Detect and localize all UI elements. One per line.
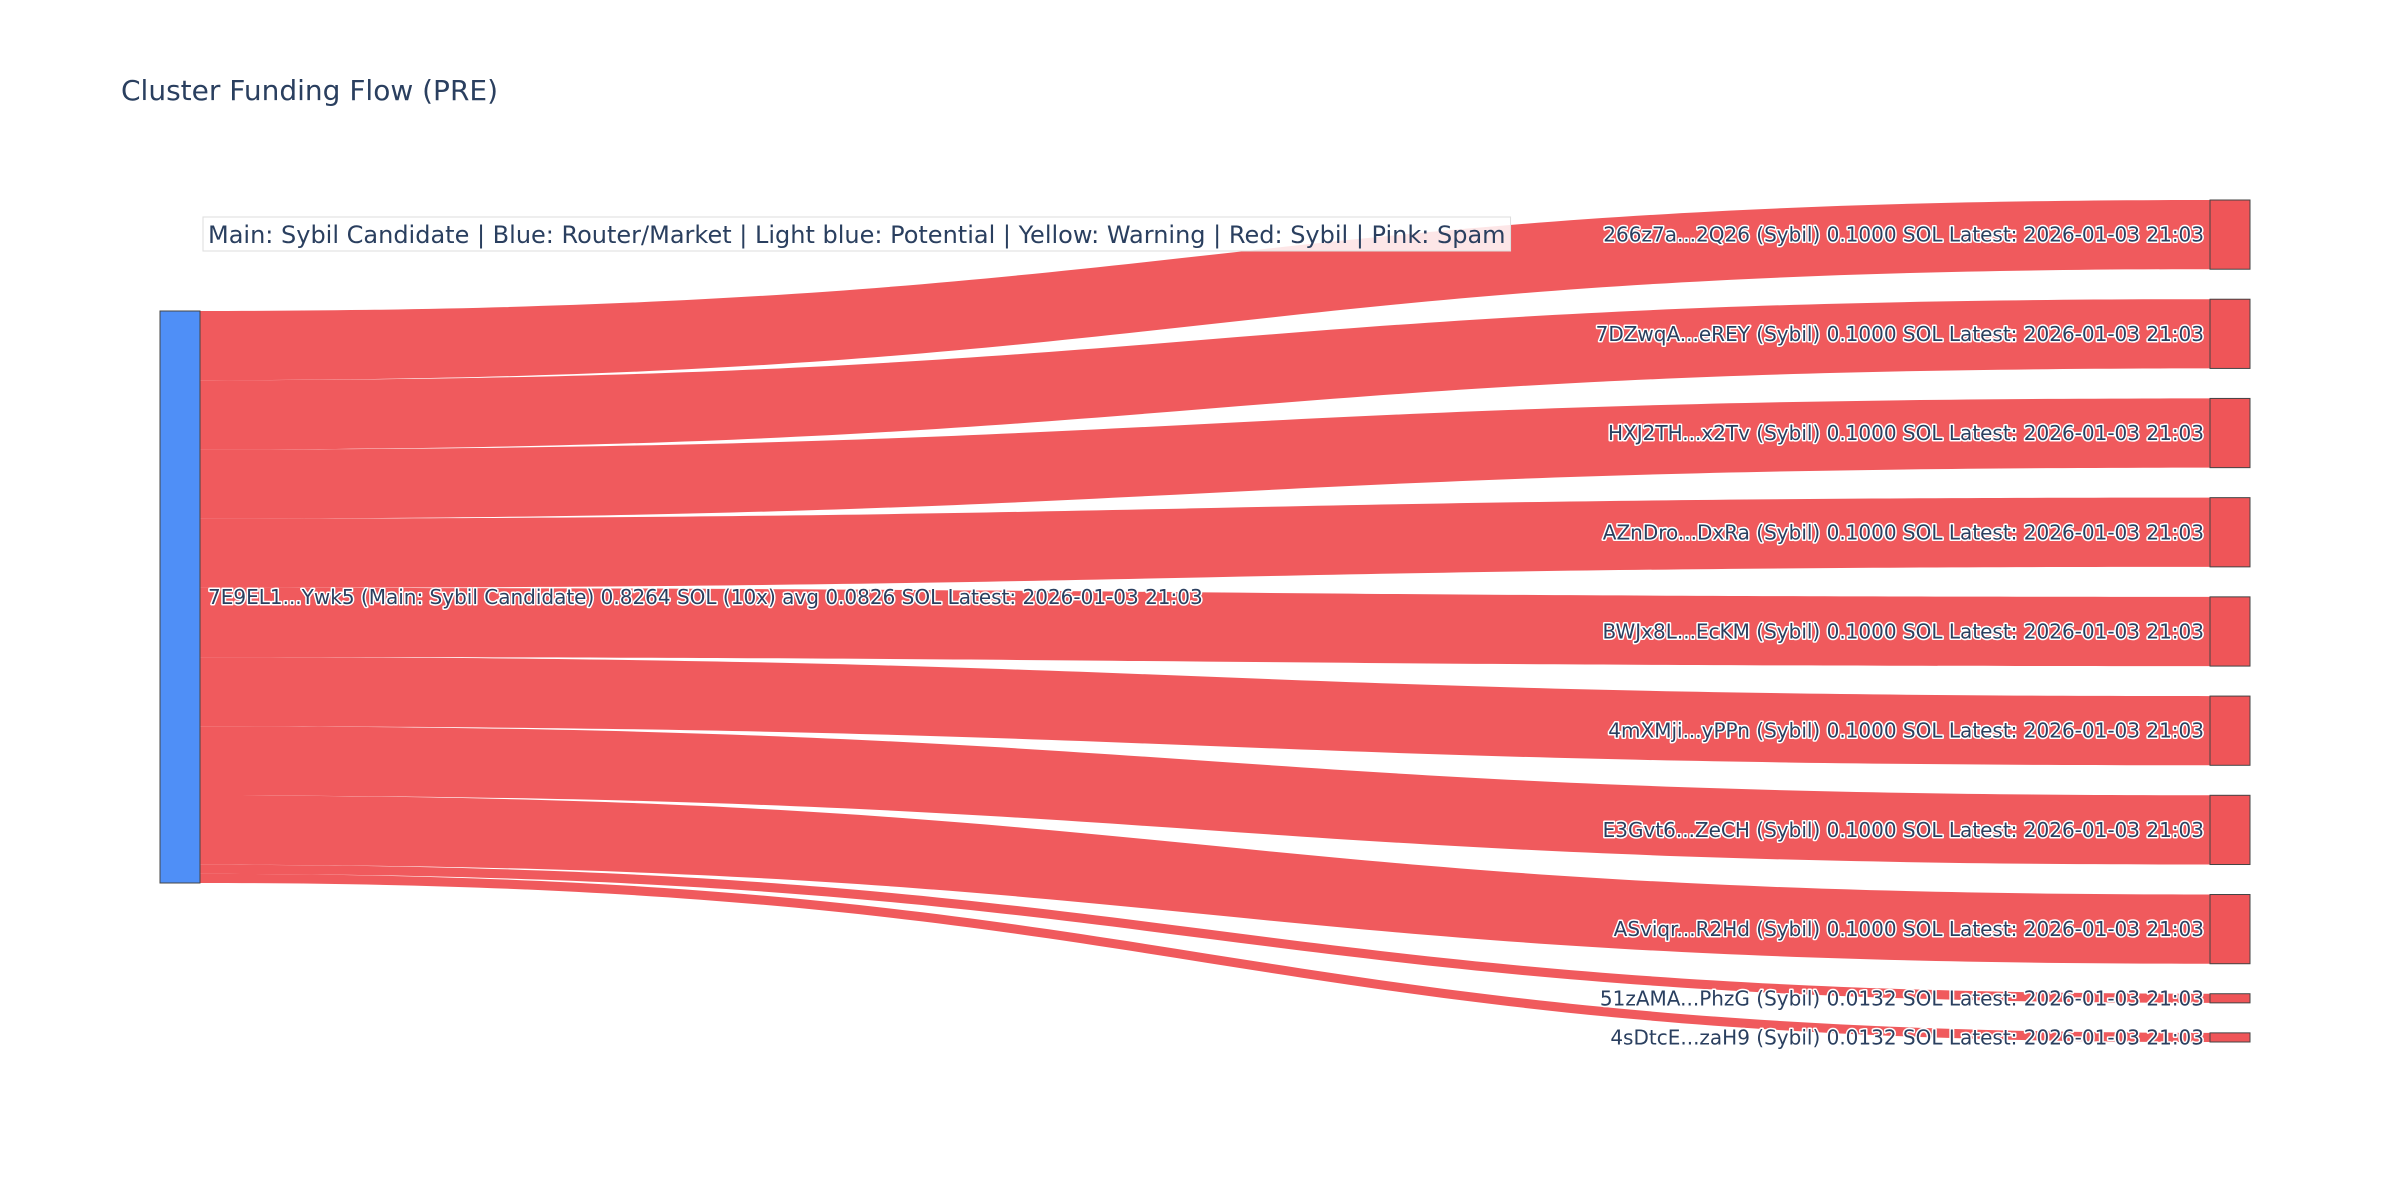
target-node-label: E3Gvt6...ZeCH (Sybil) 0.1000 SOL Latest:…	[1603, 818, 2204, 842]
flow-link[interactable]	[200, 299, 2210, 450]
chart-title: Cluster Funding Flow (PRE)	[121, 74, 498, 107]
flow-link[interactable]	[200, 795, 2210, 964]
target-node[interactable]	[2209, 199, 2251, 270]
target-node[interactable]	[2209, 695, 2251, 766]
flow-link[interactable]	[200, 873, 2210, 1042]
target-node[interactable]	[2209, 397, 2251, 469]
legend-note-text: Main: Sybil Candidate | Blue: Router/Mar…	[208, 221, 1506, 249]
target-node-label: 7DZwqA...eREY (Sybil) 0.1000 SOL Latest:…	[1596, 322, 2204, 346]
legend-note-box	[202, 216, 1512, 252]
target-node[interactable]	[2209, 497, 2251, 568]
target-node-label: 266z7a...2Q26 (Sybil) 0.1000 SOL Latest:…	[1603, 223, 2204, 247]
legend-note: Main: Sybil Candidate | Blue: Router/Mar…	[202, 216, 1512, 252]
target-node-label: 4mXMji...yPPn (Sybil) 0.1000 SOL Latest:…	[1608, 719, 2204, 743]
target-node-label: HXJ2TH...x2Tv (Sybil) 0.1000 SOL Latest:…	[1608, 421, 2204, 445]
target-node-label: AZnDro...DxRa (Sybil) 0.1000 SOL Latest:…	[1603, 520, 2204, 544]
flow-link[interactable]	[200, 200, 2210, 381]
flow-link[interactable]	[200, 398, 2210, 519]
target-node[interactable]	[2209, 993, 2251, 1004]
target-node-label: 4sDtcE...zaH9 (Sybil) 0.0132 SOL Latest:…	[1610, 1025, 2204, 1049]
target-node-label: BWJx8L...EcKM (Sybil) 0.1000 SOL Latest:…	[1602, 619, 2204, 643]
flow-nodes	[159, 199, 2251, 1043]
flow-links	[200, 200, 2210, 1042]
source-node[interactable]	[159, 310, 201, 884]
node-labels: 266z7a...2Q26 (Sybil) 0.1000 SOL Latest:…	[207, 221, 2206, 1051]
target-node[interactable]	[2209, 298, 2251, 369]
target-node[interactable]	[2209, 1032, 2251, 1043]
flow-link[interactable]	[200, 657, 2210, 766]
flow-link[interactable]	[200, 864, 2210, 1003]
target-node[interactable]	[2209, 596, 2251, 667]
target-node[interactable]	[2209, 894, 2251, 965]
target-node-label: 51zAMA...PhzG (Sybil) 0.0132 SOL Latest:…	[1600, 986, 2204, 1010]
target-node[interactable]	[2209, 794, 2251, 866]
target-node-label: ASviqr...R2Hd (Sybil) 0.1000 SOL Latest:…	[1614, 917, 2204, 941]
flow-link[interactable]	[200, 726, 2210, 865]
flow-link[interactable]	[200, 587, 2210, 667]
flow-link[interactable]	[200, 497, 2210, 588]
source-node-label: 7E9EL1...Ywk5 (Main: Sybil Candidate) 0.…	[208, 585, 1203, 609]
